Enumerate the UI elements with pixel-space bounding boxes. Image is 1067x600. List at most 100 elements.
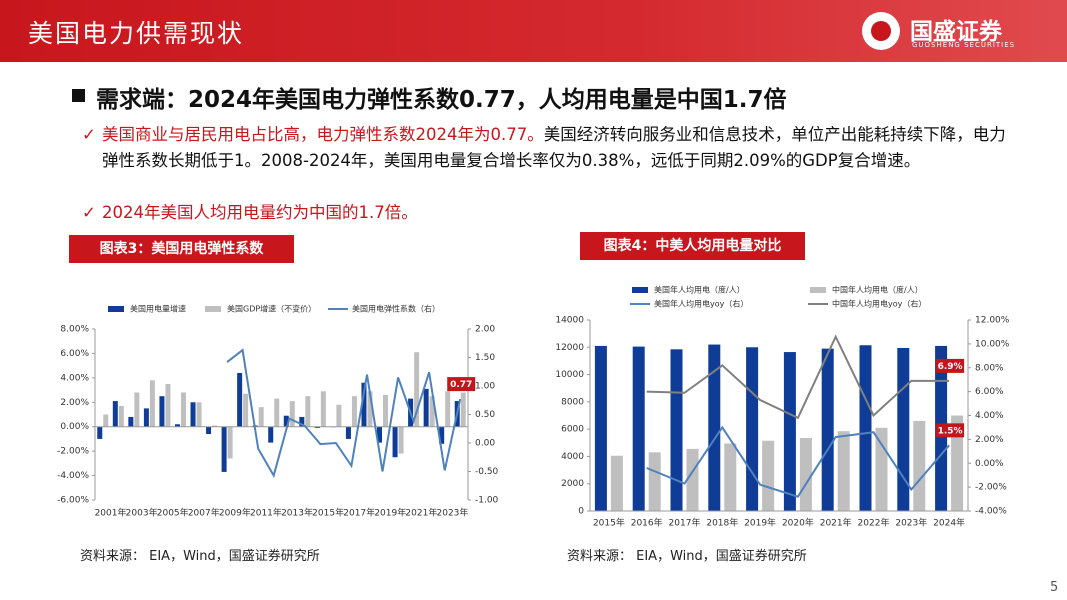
bar bbox=[762, 440, 775, 511]
x-tick-label: 2017年 bbox=[669, 517, 701, 529]
y-tick-label: -2.00% bbox=[57, 447, 89, 457]
bar bbox=[190, 402, 196, 427]
y-tick-label: 8.00% bbox=[60, 325, 89, 335]
page-number: 5 bbox=[1050, 580, 1059, 595]
bar bbox=[913, 420, 926, 511]
x-tick-label: 2005年 bbox=[157, 507, 189, 519]
bar bbox=[361, 382, 367, 427]
x-tick-label: 2007年 bbox=[188, 507, 220, 519]
legend-label: 美国用电量增速 bbox=[130, 304, 186, 314]
bar bbox=[746, 347, 759, 511]
legend-label: 美国GDP增速（不变价） bbox=[227, 304, 316, 314]
bar bbox=[414, 352, 420, 427]
bar bbox=[724, 443, 737, 511]
y-tick-label: 8000 bbox=[561, 397, 584, 407]
bar bbox=[221, 426, 227, 472]
bar bbox=[112, 401, 118, 427]
bar bbox=[351, 396, 357, 427]
y2-tick-label: 6.00% bbox=[975, 387, 1004, 397]
check-mark: ✓ bbox=[82, 125, 96, 144]
y2-tick-label: -1.00 bbox=[475, 496, 499, 506]
bar bbox=[686, 448, 699, 511]
legend-swatch bbox=[632, 287, 648, 293]
x-tick-label: 2003年 bbox=[126, 507, 158, 519]
bullet-body: 美国商业与居民用电占比高，电力弹性系数2024年为0.77。美国经济转向服务业和… bbox=[102, 122, 1012, 174]
x-tick-label: 2017年 bbox=[343, 507, 375, 519]
source-note: 资料来源： EIA，Wind，国盛证券研究所 bbox=[567, 549, 807, 564]
bar bbox=[799, 438, 812, 511]
y-tick-label: 2.00% bbox=[60, 398, 89, 408]
x-tick-label: 2016年 bbox=[631, 517, 663, 529]
headline-marker bbox=[72, 89, 85, 102]
data-label-box bbox=[936, 358, 965, 373]
bar bbox=[274, 398, 280, 427]
bar bbox=[951, 415, 964, 511]
bar bbox=[174, 424, 180, 427]
legend-swatch bbox=[205, 306, 221, 312]
bar bbox=[367, 391, 373, 427]
bar bbox=[128, 416, 134, 427]
bar bbox=[648, 452, 661, 511]
x-tick-label: 2011年 bbox=[250, 507, 282, 519]
y-tick-label: 2000 bbox=[561, 479, 584, 489]
x-tick-label: 2023年 bbox=[895, 517, 927, 529]
bar bbox=[268, 426, 274, 443]
y-tick-label: 12000 bbox=[555, 343, 584, 353]
bar bbox=[708, 344, 721, 511]
x-tick-label: 2021年 bbox=[405, 507, 437, 519]
y2-tick-label: 2.00 bbox=[475, 325, 495, 335]
x-tick-label: 2023年 bbox=[437, 507, 469, 519]
bar bbox=[180, 392, 186, 427]
logo-sub: GUOSHENG SECURITIES bbox=[912, 41, 1016, 49]
x-tick-label: 2019年 bbox=[744, 517, 776, 529]
bar bbox=[610, 455, 623, 511]
bar bbox=[299, 416, 305, 427]
legend-label: 中国年人均用电yoy（右） bbox=[832, 299, 926, 309]
y2-tick-label: 1.50 bbox=[475, 353, 495, 363]
bar bbox=[377, 426, 383, 443]
bar bbox=[897, 347, 910, 511]
line-series bbox=[646, 425, 950, 498]
bar bbox=[821, 348, 834, 511]
y-tick-label: 0 bbox=[578, 507, 584, 517]
y-tick-label: -6.00% bbox=[57, 496, 89, 506]
x-tick-label: 2018年 bbox=[706, 517, 738, 529]
bar bbox=[670, 349, 683, 511]
logo-name: 国盛证券 bbox=[910, 19, 1002, 45]
bar bbox=[212, 425, 218, 427]
bar bbox=[632, 346, 645, 511]
x-tick-label: 2020年 bbox=[782, 517, 814, 529]
x-tick-label: 2001年 bbox=[95, 507, 127, 519]
bar bbox=[159, 396, 165, 427]
bar bbox=[258, 407, 264, 427]
chart-title: 图表3：美国用电弹性系数 bbox=[69, 235, 294, 263]
y2-tick-label: 0.00% bbox=[975, 459, 1004, 469]
bar bbox=[118, 405, 124, 427]
x-tick-label: 2015年 bbox=[312, 507, 344, 519]
x-tick-label: 2021年 bbox=[820, 517, 852, 529]
legend-swatch bbox=[108, 306, 124, 312]
logo-dot bbox=[871, 21, 891, 41]
bar bbox=[875, 427, 888, 511]
y2-tick-label: 1.00 bbox=[475, 382, 495, 392]
check-mark: ✓ bbox=[82, 203, 96, 222]
y2-tick-label: -2.00% bbox=[975, 483, 1007, 493]
source-note: 资料来源： EIA，Wind，国盛证券研究所 bbox=[80, 549, 320, 564]
bar bbox=[594, 345, 607, 511]
data-label: 0.77 bbox=[450, 380, 472, 390]
x-tick-label: 2009年 bbox=[219, 507, 251, 519]
bar bbox=[134, 392, 140, 427]
y-tick-label: 4000 bbox=[561, 452, 584, 462]
data-label: 6.9% bbox=[938, 362, 963, 372]
bullet: ✓ 美国商业与居民用电占比高，电力弹性系数2024年为0.77。美国经济转向服务… bbox=[82, 122, 1012, 174]
x-tick-label: 2022年 bbox=[858, 517, 890, 529]
bar bbox=[445, 391, 451, 427]
y-tick-label: 10000 bbox=[555, 370, 584, 380]
y-tick-label: 14000 bbox=[555, 316, 584, 326]
y2-tick-label: 2.00% bbox=[975, 435, 1004, 445]
y2-tick-label: 0.50 bbox=[475, 410, 495, 420]
bar bbox=[439, 426, 445, 444]
headline: 需求端：2024年美国电力弹性系数0.77，人均用电量是中国1.7倍 bbox=[96, 87, 787, 113]
